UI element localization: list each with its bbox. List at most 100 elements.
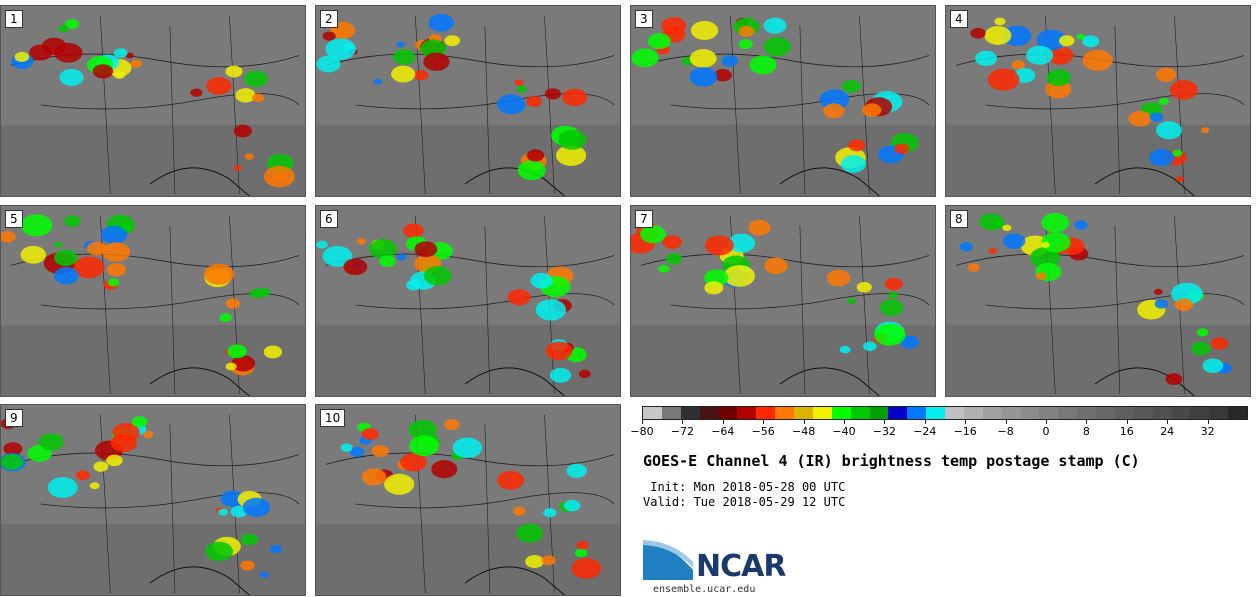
colorbar-tick-label: 16 xyxy=(1119,425,1134,438)
panel-number: 10 xyxy=(320,409,346,427)
colorbar-segment xyxy=(869,407,889,419)
colorbar-tick xyxy=(1126,420,1128,424)
ir-map xyxy=(316,6,620,196)
postage-stamp-panel: 3 xyxy=(630,5,936,197)
colorbar-tick xyxy=(763,420,765,424)
panel-number: 2 xyxy=(320,10,338,28)
ncar-logo-icon xyxy=(643,540,693,580)
colorbar-segment xyxy=(699,407,719,419)
postage-stamp-panel: 10 xyxy=(315,404,621,596)
colorbar-segment xyxy=(812,407,832,419)
colorbar-tick-label: 0 xyxy=(1042,425,1050,438)
figure-title: GOES-E Channel 4 (IR) brightness temp po… xyxy=(643,452,1140,470)
colorbar-tick xyxy=(924,420,926,424)
colorbar-tick xyxy=(682,420,684,424)
colorbar-segment xyxy=(737,407,757,419)
colorbar-tick xyxy=(884,420,886,424)
colorbar-tick xyxy=(1086,420,1088,424)
panel-number: 6 xyxy=(320,210,338,228)
postage-stamp-panel: 8 xyxy=(945,205,1251,397)
colorbar-segment xyxy=(1190,407,1210,419)
colorbar-segment xyxy=(1152,407,1172,419)
ir-map xyxy=(946,206,1250,396)
colorbar-segment xyxy=(756,407,776,419)
colorbar-tick-label: 24 xyxy=(1160,425,1175,438)
colorbar-tick xyxy=(803,420,805,424)
panel-number: 5 xyxy=(5,210,23,228)
colorbar-tick-label: 32 xyxy=(1200,425,1215,438)
colorbar-segment xyxy=(963,407,983,419)
colorbar-segment xyxy=(850,407,870,419)
site-url: ensemble.ucar.edu xyxy=(653,584,756,595)
colorbar-tick xyxy=(722,420,724,424)
colorbar-tick xyxy=(1046,420,1047,424)
colorbar-tick xyxy=(1167,420,1169,424)
colorbar-segment xyxy=(1039,407,1059,419)
colorbar-segment xyxy=(1171,407,1191,419)
colorbar-segment xyxy=(1096,407,1115,419)
colorbar-tick-label: −56 xyxy=(751,425,775,438)
ir-map xyxy=(316,206,620,396)
colorbar-tick xyxy=(1207,420,1209,424)
ir-map xyxy=(946,6,1250,196)
colorbar-segment xyxy=(982,407,1002,419)
postage-stamp-panel: 5 xyxy=(0,205,306,397)
postage-stamp-panel: 1 xyxy=(0,5,306,197)
ir-map xyxy=(1,206,305,396)
valid-time: Valid: Tue 2018-05-29 12 UTC xyxy=(643,495,846,509)
colorbar-tick-label: −8 xyxy=(997,425,1014,438)
colorbar-segment xyxy=(1228,407,1247,419)
ir-map xyxy=(316,405,620,595)
init-time: Init: Mon 2018-05-28 00 UTC xyxy=(643,480,846,494)
colorbar-segment xyxy=(1001,407,1021,419)
postage-stamp-panel: 6 xyxy=(315,205,621,397)
colorbar-segment xyxy=(1058,407,1078,419)
colorbar-segment xyxy=(831,407,851,419)
colorbar-segment xyxy=(945,407,964,419)
colorbar-segment xyxy=(1133,407,1153,419)
colorbar-segment xyxy=(680,407,700,419)
colorbar-tick-label: −16 xyxy=(953,425,977,438)
colorbar-tick-label: −48 xyxy=(791,425,816,438)
colorbar-segment xyxy=(794,407,813,419)
colorbar-segment xyxy=(1114,407,1134,419)
colorbar-segment xyxy=(661,407,681,419)
colorbar-ticks: −80 −72 −64 −56 −48 −40 −32 −24 −16 −8 0 8 16 24 32 xyxy=(630,420,1248,444)
colorbar-segment xyxy=(1209,407,1229,419)
ir-map xyxy=(631,6,935,196)
colorbar-segment xyxy=(1020,407,1040,419)
colorbar-segment xyxy=(775,407,794,419)
ir-map xyxy=(1,6,305,196)
colorbar-segment xyxy=(907,407,927,419)
colorbar-tick-label: −80 xyxy=(630,425,654,438)
colorbar-tick-label: −40 xyxy=(832,425,856,438)
colorbar-tick xyxy=(844,420,845,424)
colorbar-tick-label: 8 xyxy=(1082,425,1090,438)
colorbar-segment xyxy=(643,407,662,419)
logo-text: NCAR xyxy=(696,549,786,584)
postage-stamp-panel: 9 xyxy=(0,404,306,596)
colorbar-tick-label: −72 xyxy=(670,425,694,438)
colorbar-tick-label: −32 xyxy=(872,425,896,438)
panel-number: 8 xyxy=(950,210,968,228)
postage-stamp-panel: 7 xyxy=(630,205,936,397)
ir-map xyxy=(1,405,305,595)
panel-number: 4 xyxy=(950,10,968,28)
postage-stamp-panel: 2 xyxy=(315,5,621,197)
panel-number: 7 xyxy=(635,210,653,228)
ir-map xyxy=(631,206,935,396)
colorbar-segment xyxy=(926,407,945,419)
colorbar-tick-label: −64 xyxy=(711,425,735,438)
colorbar-tick xyxy=(642,420,643,424)
panel-number: 9 xyxy=(5,409,23,427)
colorbar-segment xyxy=(888,407,908,419)
colorbar-tick xyxy=(965,420,967,424)
colorbar-tick-label: −24 xyxy=(913,425,937,438)
postage-stamp-panel: 4 xyxy=(945,5,1251,197)
colorbar-segment xyxy=(1077,407,1096,419)
colorbar xyxy=(642,406,1248,420)
panel-number: 1 xyxy=(5,10,23,28)
colorbar-tick xyxy=(1005,420,1007,424)
panel-number: 3 xyxy=(635,10,653,28)
colorbar-segment xyxy=(718,407,738,419)
